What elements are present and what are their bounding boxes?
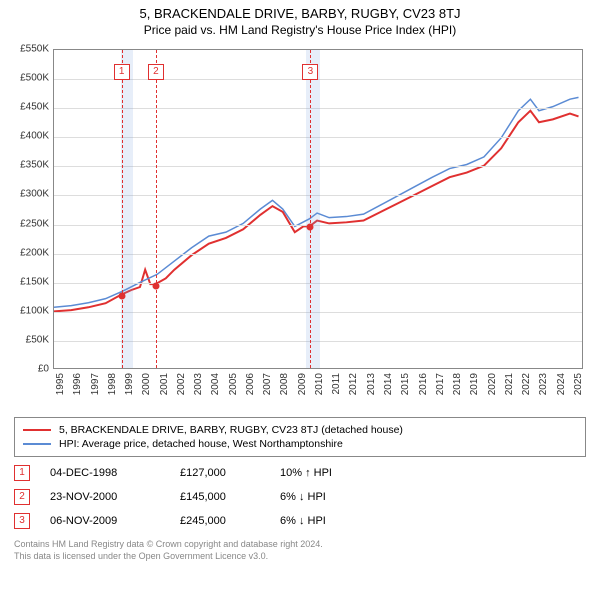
legend-swatch	[23, 443, 51, 445]
marker-line	[156, 50, 157, 368]
highlight-band	[121, 50, 133, 368]
footer-line: This data is licensed under the Open Gov…	[14, 551, 586, 563]
event-delta: 6% ↓ HPI	[280, 515, 370, 527]
y-axis-label: £400K	[5, 131, 49, 142]
y-axis-label: £100K	[5, 305, 49, 316]
marker-line	[310, 50, 311, 368]
x-axis-label: 2024	[556, 373, 567, 395]
event-date: 04-DEC-1998	[50, 467, 160, 479]
y-axis-label: £500K	[5, 73, 49, 84]
data-point	[152, 282, 159, 289]
marker-line	[122, 50, 123, 368]
x-axis-label: 2013	[366, 373, 377, 395]
x-axis-label: 2017	[435, 373, 446, 395]
x-axis-label: 2000	[141, 373, 152, 395]
event-price: £245,000	[180, 515, 260, 527]
plot-area: 1 2 3	[53, 49, 583, 369]
x-axis-label: 2022	[521, 373, 532, 395]
chart-subtitle: Price paid vs. HM Land Registry's House …	[0, 21, 600, 41]
y-axis-label: £50K	[5, 334, 49, 345]
x-axis-label: 2001	[159, 373, 170, 395]
x-axis-label: 2015	[400, 373, 411, 395]
x-axis-label: 2007	[262, 373, 273, 395]
chart-area: £0 £50K £100K £150K £200K £250K £300K £350K £400…	[5, 41, 595, 411]
y-axis-label: £300K	[5, 189, 49, 200]
event-row: 2 23-NOV-2000 £145,000 6% ↓ HPI	[14, 485, 586, 509]
x-axis-label: 2019	[469, 373, 480, 395]
y-axis-label: £350K	[5, 160, 49, 171]
x-axis-label: 2012	[348, 373, 359, 395]
x-axis-label: 2004	[210, 373, 221, 395]
legend-item: HPI: Average price, detached house, West…	[23, 437, 577, 451]
legend-label: 5, BRACKENDALE DRIVE, BARBY, RUGBY, CV23…	[59, 424, 403, 436]
legend: 5, BRACKENDALE DRIVE, BARBY, RUGBY, CV23…	[14, 417, 586, 457]
x-axis-label: 2021	[504, 373, 515, 395]
footer-line: Contains HM Land Registry data © Crown c…	[14, 539, 586, 551]
x-axis-label: 2002	[176, 373, 187, 395]
event-row: 3 06-NOV-2009 £245,000 6% ↓ HPI	[14, 509, 586, 533]
legend-swatch	[23, 429, 51, 431]
marker-box: 1	[114, 64, 130, 80]
event-date: 23-NOV-2000	[50, 491, 160, 503]
event-marker: 2	[14, 489, 30, 505]
x-axis-label: 2006	[245, 373, 256, 395]
footer: Contains HM Land Registry data © Crown c…	[14, 539, 586, 562]
x-axis-label: 2003	[193, 373, 204, 395]
event-price: £145,000	[180, 491, 260, 503]
x-axis-label: 1998	[107, 373, 118, 395]
event-row: 1 04-DEC-1998 £127,000 10% ↑ HPI	[14, 461, 586, 485]
event-marker: 1	[14, 465, 30, 481]
x-axis-label: 2011	[331, 373, 342, 395]
x-axis-label: 1995	[55, 373, 66, 395]
marker-box: 3	[302, 64, 318, 80]
y-axis-label: £250K	[5, 218, 49, 229]
x-axis-label: 2009	[297, 373, 308, 395]
event-delta: 6% ↓ HPI	[280, 491, 370, 503]
y-axis-label: £150K	[5, 276, 49, 287]
y-axis-label: £200K	[5, 247, 49, 258]
x-axis-label: 2018	[452, 373, 463, 395]
events-table: 1 04-DEC-1998 £127,000 10% ↑ HPI 2 23-NOV-200…	[14, 461, 586, 533]
y-axis-label: £0	[5, 364, 49, 375]
x-axis-label: 2010	[314, 373, 325, 395]
event-marker: 3	[14, 513, 30, 529]
chart-title: 5, BRACKENDALE DRIVE, BARBY, RUGBY, CV23…	[0, 0, 600, 21]
legend-label: HPI: Average price, detached house, West…	[59, 438, 343, 450]
y-axis-label: £550K	[5, 44, 49, 55]
x-axis-label: 2025	[573, 373, 584, 395]
event-delta: 10% ↑ HPI	[280, 467, 370, 479]
marker-box: 2	[148, 64, 164, 80]
x-axis-label: 1996	[72, 373, 83, 395]
data-point	[307, 224, 314, 231]
y-axis-label: £450K	[5, 102, 49, 113]
x-axis-label: 2014	[383, 373, 394, 395]
event-price: £127,000	[180, 467, 260, 479]
x-axis-label: 1997	[90, 373, 101, 395]
legend-item: 5, BRACKENDALE DRIVE, BARBY, RUGBY, CV23…	[23, 423, 577, 437]
data-point	[118, 293, 125, 300]
event-date: 06-NOV-2009	[50, 515, 160, 527]
highlight-band	[306, 50, 320, 368]
x-axis-label: 2005	[228, 373, 239, 395]
x-axis-label: 2023	[538, 373, 549, 395]
x-axis-label: 2016	[418, 373, 429, 395]
x-axis-label: 2020	[487, 373, 498, 395]
x-axis-label: 2008	[279, 373, 290, 395]
x-axis-label: 1999	[124, 373, 135, 395]
